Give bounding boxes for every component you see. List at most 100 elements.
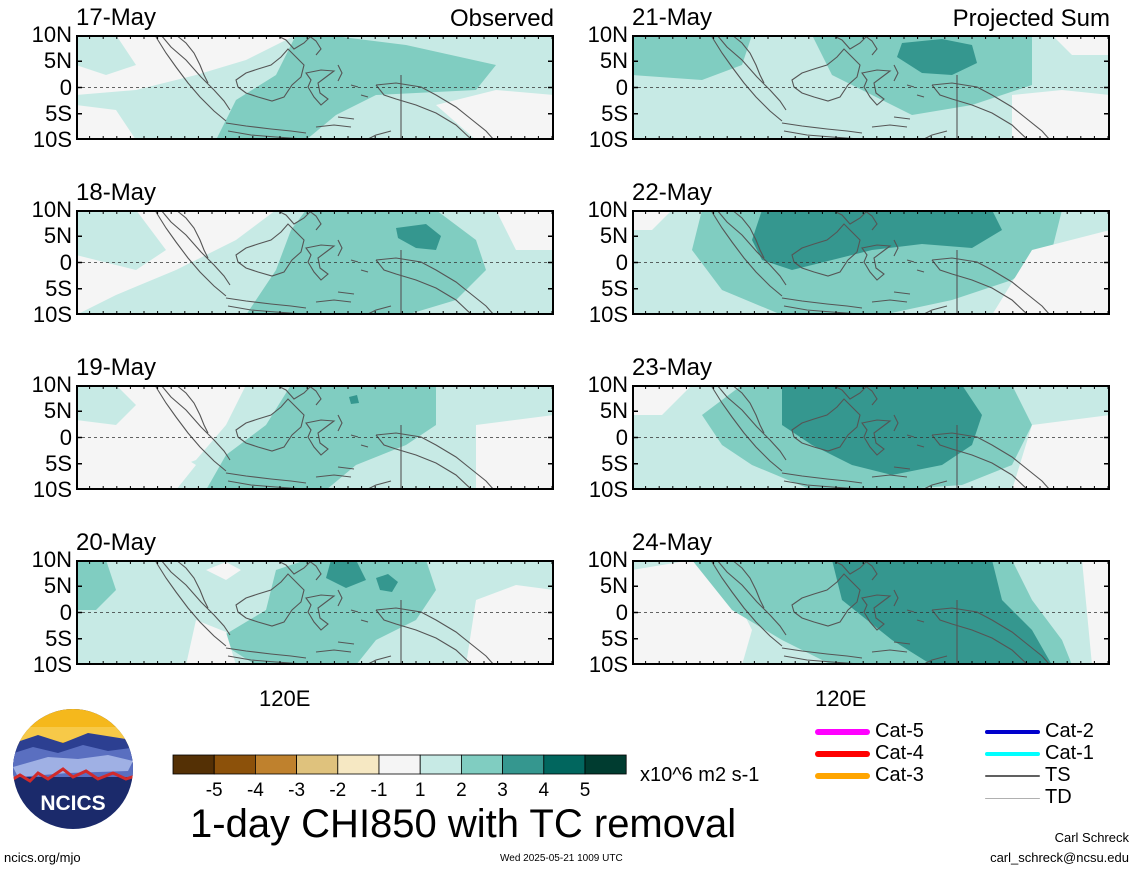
coastline bbox=[350, 259, 359, 263]
lat-label: 5S bbox=[45, 450, 72, 476]
colorbar-swatch bbox=[419, 754, 462, 775]
coastline bbox=[305, 69, 336, 106]
lat-label: 10S bbox=[32, 477, 72, 502]
coastline bbox=[225, 122, 307, 134]
coastline bbox=[375, 84, 473, 140]
panel-corner-label: Observed bbox=[449, 5, 554, 32]
footer-url: ncics.org/mjo bbox=[4, 850, 81, 865]
coastline bbox=[893, 589, 899, 607]
coastline bbox=[175, 210, 209, 259]
coastline bbox=[931, 84, 1029, 140]
coastline bbox=[337, 466, 355, 470]
coastline bbox=[893, 64, 899, 82]
coastline bbox=[871, 649, 908, 653]
lat-label: 5S bbox=[45, 625, 72, 651]
map-panel bbox=[76, 560, 554, 665]
contour-fill bbox=[76, 35, 136, 75]
lat-label: 5S bbox=[45, 275, 72, 301]
contour-fill bbox=[76, 105, 136, 140]
coastline bbox=[307, 35, 322, 56]
colorbar-tick-label: 2 bbox=[456, 780, 467, 800]
coastline bbox=[375, 607, 495, 665]
contour-fill bbox=[376, 574, 398, 592]
lat-label: 10N bbox=[587, 197, 628, 222]
main-title: 1-day CHI850 with TC removal bbox=[190, 802, 737, 846]
coastline bbox=[931, 259, 1029, 315]
colorbar-swatch bbox=[378, 754, 421, 775]
coastline bbox=[731, 385, 765, 434]
tc-legend-label: Cat-5 bbox=[875, 720, 924, 742]
tc-legend-line bbox=[985, 752, 1040, 756]
coastline bbox=[716, 560, 787, 636]
coastline bbox=[716, 35, 787, 111]
lat-label: 5N bbox=[43, 223, 72, 249]
coastline bbox=[863, 385, 878, 406]
coastline bbox=[315, 474, 352, 478]
coastline bbox=[307, 385, 322, 406]
lon-label-left: 120E bbox=[259, 686, 311, 711]
coastline bbox=[307, 210, 322, 231]
coastline bbox=[305, 594, 336, 631]
coastline bbox=[337, 641, 355, 645]
colorbar-tick-label: -3 bbox=[288, 780, 305, 800]
coastline bbox=[931, 432, 1051, 490]
coastline bbox=[375, 259, 473, 315]
contour-fill bbox=[206, 385, 436, 490]
tc-legend-line bbox=[815, 729, 870, 735]
footer-author: Carl Schreck bbox=[1054, 830, 1129, 845]
footer-timestamp: Wed 2025-05-21 1009 UTC bbox=[500, 853, 623, 864]
contour-fill bbox=[326, 560, 366, 588]
contour-fill bbox=[349, 395, 359, 404]
coastline bbox=[781, 472, 863, 484]
lat-label: 0 bbox=[59, 599, 72, 625]
tc-legend-label: Cat-3 bbox=[875, 764, 924, 786]
coastline bbox=[711, 386, 783, 472]
contour-fill bbox=[76, 435, 196, 490]
coastline bbox=[731, 210, 765, 259]
coastline bbox=[893, 291, 911, 295]
contour-fill bbox=[832, 560, 1052, 665]
coastline bbox=[931, 609, 1029, 665]
coastline bbox=[831, 385, 869, 400]
panel-date: 23-May bbox=[632, 354, 713, 381]
lat-label: 10S bbox=[588, 477, 628, 502]
coastline bbox=[375, 257, 495, 315]
lat-label: 5N bbox=[599, 573, 628, 599]
coastline bbox=[906, 609, 915, 613]
map-panel bbox=[76, 210, 554, 315]
lat-label: 5S bbox=[601, 625, 628, 651]
coastline bbox=[893, 414, 899, 432]
colorbar-units: x10^6 m2 s-1 bbox=[640, 764, 760, 786]
coastline bbox=[831, 35, 869, 50]
coastline bbox=[175, 560, 209, 609]
lat-label: 5S bbox=[45, 100, 72, 126]
lat-label: 10N bbox=[31, 197, 72, 222]
lat-label: 0 bbox=[615, 424, 628, 450]
lat-label: 5S bbox=[601, 100, 628, 126]
coastline bbox=[275, 560, 313, 575]
colorbar-swatch bbox=[584, 754, 627, 775]
colorbar-tick-label: -2 bbox=[329, 780, 346, 800]
lat-label: 5N bbox=[43, 398, 72, 424]
colorbar-tick-label: -5 bbox=[206, 780, 223, 800]
coastline bbox=[225, 647, 307, 659]
coastline bbox=[791, 398, 861, 452]
colorbar-swatch bbox=[460, 754, 503, 775]
lat-label: 5N bbox=[599, 398, 628, 424]
coastline bbox=[893, 239, 899, 257]
tc-legend-line bbox=[815, 751, 870, 757]
coastline bbox=[831, 560, 869, 575]
coastline bbox=[893, 116, 911, 120]
coastline bbox=[160, 35, 231, 111]
coastline bbox=[235, 223, 305, 277]
coastline bbox=[175, 35, 209, 84]
coastline bbox=[360, 94, 369, 98]
coastline bbox=[275, 35, 313, 50]
contour-fill bbox=[812, 35, 1032, 115]
coastline bbox=[863, 210, 878, 231]
colorbar-swatch bbox=[337, 754, 380, 775]
coastline bbox=[781, 122, 863, 134]
coastline bbox=[337, 291, 355, 295]
contour-fill bbox=[992, 230, 1110, 315]
colorbar-swatch bbox=[296, 754, 339, 775]
